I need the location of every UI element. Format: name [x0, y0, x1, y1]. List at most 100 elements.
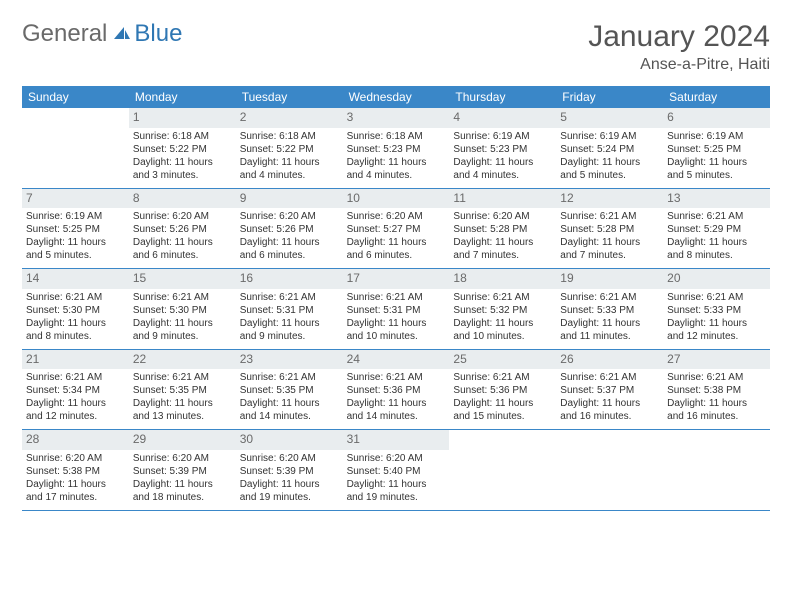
daylight1-text: Daylight: 11 hours — [560, 236, 659, 249]
daylight2-text: and 10 minutes. — [347, 330, 446, 343]
daylight2-text: and 9 minutes. — [240, 330, 339, 343]
day-number: 7 — [22, 189, 129, 209]
daylight2-text: and 6 minutes. — [240, 249, 339, 262]
sunrise-text: Sunrise: 6:20 AM — [26, 452, 125, 465]
location: Anse-a-Pitre, Haiti — [588, 56, 770, 74]
calendar-cell: 23Sunrise: 6:21 AMSunset: 5:35 PMDayligh… — [236, 350, 343, 430]
daylight1-text: Daylight: 11 hours — [133, 397, 232, 410]
day-number: 16 — [236, 269, 343, 289]
calendar-week: 7Sunrise: 6:19 AMSunset: 5:25 PMDaylight… — [22, 189, 770, 270]
calendar-cell: 3Sunrise: 6:18 AMSunset: 5:23 PMDaylight… — [343, 108, 450, 188]
sunset-text: Sunset: 5:35 PM — [240, 384, 339, 397]
daylight2-text: and 15 minutes. — [453, 410, 552, 423]
sunrise-text: Sunrise: 6:21 AM — [667, 291, 766, 304]
daylight1-text: Daylight: 11 hours — [453, 236, 552, 249]
sunset-text: Sunset: 5:40 PM — [347, 465, 446, 478]
calendar-cell: 17Sunrise: 6:21 AMSunset: 5:31 PMDayligh… — [343, 269, 450, 349]
calendar-cell: 5Sunrise: 6:19 AMSunset: 5:24 PMDaylight… — [556, 108, 663, 188]
weekday-label: Sunday — [22, 86, 129, 108]
daylight2-text: and 5 minutes. — [26, 249, 125, 262]
sunset-text: Sunset: 5:23 PM — [347, 143, 446, 156]
daylight2-text: and 12 minutes. — [667, 330, 766, 343]
daylight2-text: and 4 minutes. — [453, 169, 552, 182]
sunrise-text: Sunrise: 6:19 AM — [26, 210, 125, 223]
calendar-cell: 15Sunrise: 6:21 AMSunset: 5:30 PMDayligh… — [129, 269, 236, 349]
calendar-cell: 25Sunrise: 6:21 AMSunset: 5:36 PMDayligh… — [449, 350, 556, 430]
sunrise-text: Sunrise: 6:20 AM — [133, 452, 232, 465]
calendar-cell: 21Sunrise: 6:21 AMSunset: 5:34 PMDayligh… — [22, 350, 129, 430]
daylight1-text: Daylight: 11 hours — [133, 156, 232, 169]
day-number: 10 — [343, 189, 450, 209]
day-number: 19 — [556, 269, 663, 289]
sunset-text: Sunset: 5:36 PM — [453, 384, 552, 397]
calendar-cell: 27Sunrise: 6:21 AMSunset: 5:38 PMDayligh… — [663, 350, 770, 430]
day-number: 2 — [236, 108, 343, 128]
day-number: 5 — [556, 108, 663, 128]
day-number: 20 — [663, 269, 770, 289]
calendar-cell — [449, 430, 556, 510]
calendar-cell: 19Sunrise: 6:21 AMSunset: 5:33 PMDayligh… — [556, 269, 663, 349]
daylight2-text: and 17 minutes. — [26, 491, 125, 504]
sunrise-text: Sunrise: 6:20 AM — [133, 210, 232, 223]
calendar-cell — [22, 108, 129, 188]
day-number: 12 — [556, 189, 663, 209]
calendar-week: 21 Sunrise: 6:21 AM Sunset: 5:34 PM Dayligh… — [22, 350, 770, 431]
sunset-text: Sunset: 5:29 PM — [667, 223, 766, 236]
sunset-text: Sunset: 5:38 PM — [667, 384, 766, 397]
daylight2-text: and 16 minutes. — [560, 410, 659, 423]
calendar-cell: 1Sunrise: 6:18 AMSunset: 5:22 PMDaylight… — [129, 108, 236, 188]
calendar-cell: 4Sunrise: 6:19 AMSunset: 5:23 PMDaylight… — [449, 108, 556, 188]
calendar-cell: 13Sunrise: 6:21 AMSunset: 5:29 PMDayligh… — [663, 189, 770, 269]
sunrise-text: Sunrise: 6:21 AM — [667, 371, 766, 384]
sunset-text: Sunset: 5:26 PM — [133, 223, 232, 236]
sunset-text: Sunset: 5:30 PM — [133, 304, 232, 317]
calendar-week: 28Sunrise: 6:20 AMSunset: 5:38 PMDayligh… — [22, 430, 770, 511]
sunset-text: Sunset: 5:31 PM — [240, 304, 339, 317]
logo-text-general: General — [22, 20, 107, 48]
daylight1-text: Daylight: 11 hours — [347, 397, 446, 410]
calendar-cell — [663, 430, 770, 510]
calendar-cell: 10Sunrise: 6:20 AMSunset: 5:27 PMDayligh… — [343, 189, 450, 269]
day-number: 4 — [449, 108, 556, 128]
calendar-cell: 2Sunrise: 6:18 AMSunset: 5:22 PMDaylight… — [236, 108, 343, 188]
day-number: 31 — [343, 430, 450, 450]
sunrise-text: Sunrise: 6:21 AM — [26, 291, 125, 304]
daylight1-text: Daylight: 11 hours — [133, 478, 232, 491]
daylight2-text: and 16 minutes. — [667, 410, 766, 423]
sunset-text: Sunset: 5:33 PM — [667, 304, 766, 317]
sunrise-text: Sunrise: 6:21 AM — [133, 371, 232, 384]
calendar-cell: 16Sunrise: 6:21 AMSunset: 5:31 PMDayligh… — [236, 269, 343, 349]
daylight2-text: and 3 minutes. — [133, 169, 232, 182]
day-number: 21 — [22, 350, 129, 370]
sunset-text: Sunset: 5:34 PM — [26, 384, 125, 397]
weekday-label: Monday — [129, 86, 236, 108]
sunrise-text: Sunrise: 6:21 AM — [240, 371, 339, 384]
daylight1-text: Daylight: 11 hours — [240, 236, 339, 249]
calendar-cell: 28Sunrise: 6:20 AMSunset: 5:38 PMDayligh… — [22, 430, 129, 510]
daylight2-text: and 11 minutes. — [560, 330, 659, 343]
daylight1-text: Daylight: 11 hours — [560, 397, 659, 410]
day-number: 3 — [343, 108, 450, 128]
calendar-week: 14Sunrise: 6:21 AMSunset: 5:30 PMDayligh… — [22, 269, 770, 350]
daylight1-text: Daylight: 11 hours — [667, 317, 766, 330]
sunrise-text: Sunrise: 6:21 AM — [240, 291, 339, 304]
daylight2-text: and 14 minutes. — [240, 410, 339, 423]
calendar-cell: 7Sunrise: 6:19 AMSunset: 5:25 PMDaylight… — [22, 189, 129, 269]
day-number: 27 — [663, 350, 770, 370]
sunrise-text: Sunrise: 6:18 AM — [347, 130, 446, 143]
daylight2-text: and 10 minutes. — [453, 330, 552, 343]
weekday-label: Tuesday — [236, 86, 343, 108]
sunrise-text: Sunrise: 6:19 AM — [560, 130, 659, 143]
sunset-text: Sunset: 5:33 PM — [560, 304, 659, 317]
calendar-cell: 22Sunrise: 6:21 AMSunset: 5:35 PMDayligh… — [129, 350, 236, 430]
daylight1-text: Daylight: 11 hours — [347, 317, 446, 330]
calendar-cell: 11Sunrise: 6:20 AMSunset: 5:28 PMDayligh… — [449, 189, 556, 269]
sunrise-text: Sunrise: 6:21 AM — [347, 371, 446, 384]
day-number: 13 — [663, 189, 770, 209]
calendar-page: General Blue January 2024 Anse-a-Pitre, … — [0, 0, 792, 531]
calendar-cell: 24Sunrise: 6:21 AMSunset: 5:36 PMDayligh… — [343, 350, 450, 430]
sunrise-text: Sunrise: 6:20 AM — [453, 210, 552, 223]
day-number: 26 — [556, 350, 663, 370]
sunset-text: Sunset: 5:35 PM — [133, 384, 232, 397]
weekday-label: Wednesday — [343, 86, 450, 108]
